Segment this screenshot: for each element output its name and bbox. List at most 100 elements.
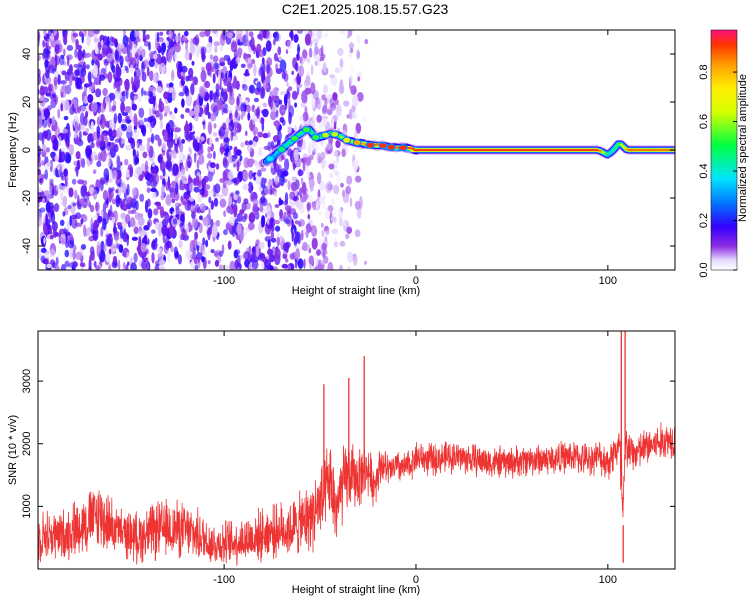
noise-speckle xyxy=(355,122,362,134)
noise-speckle xyxy=(118,161,122,168)
noise-speckle xyxy=(38,161,42,168)
noise-speckle xyxy=(124,158,129,166)
noise-speckle xyxy=(139,46,143,52)
noise-speckle xyxy=(77,64,84,77)
noise-speckle xyxy=(296,260,301,265)
noise-speckle xyxy=(146,198,151,207)
noise-speckle xyxy=(96,116,101,126)
noise-speckle xyxy=(286,40,291,47)
noise-speckle xyxy=(94,214,98,220)
noise-speckle xyxy=(279,91,287,96)
noise-speckle xyxy=(284,158,290,171)
noise-speckle xyxy=(329,74,335,79)
noise-speckle xyxy=(295,157,302,167)
noise-speckle xyxy=(282,242,290,252)
noise-speckle xyxy=(131,103,137,111)
noise-speckle xyxy=(129,64,134,74)
noise-speckle xyxy=(186,155,193,168)
noise-speckle xyxy=(147,208,153,219)
noise-speckle xyxy=(239,155,243,162)
track-segment xyxy=(273,151,279,156)
noise-speckle xyxy=(82,30,87,37)
noise-speckle xyxy=(75,39,79,48)
noise-speckle xyxy=(93,37,100,43)
spectrogram-y-tick-label: 40 xyxy=(21,48,33,60)
noise-speckle xyxy=(148,173,154,183)
noise-speckle xyxy=(185,132,193,141)
noise-speckle xyxy=(336,155,340,163)
noise-speckle xyxy=(111,198,116,205)
noise-speckle xyxy=(349,47,354,54)
noise-speckle xyxy=(80,267,84,270)
noise-speckle xyxy=(182,200,186,205)
noise-speckle xyxy=(288,182,292,188)
noise-speckle xyxy=(299,114,304,122)
noise-speckle xyxy=(216,99,223,111)
noise-speckle xyxy=(277,127,280,135)
noise-speckle xyxy=(133,84,137,93)
noise-speckle xyxy=(314,55,321,62)
noise-speckle xyxy=(49,248,56,258)
noise-speckle xyxy=(100,119,103,125)
noise-speckle xyxy=(38,216,42,227)
noise-speckle xyxy=(128,137,135,144)
noise-speckle xyxy=(96,138,100,149)
noise-speckle xyxy=(333,241,339,248)
noise-speckle xyxy=(274,175,279,185)
noise-speckle xyxy=(296,83,303,88)
noise-speckle xyxy=(210,249,215,254)
noise-speckle xyxy=(326,183,334,191)
noise-speckle xyxy=(151,106,156,115)
noise-speckle xyxy=(163,91,169,100)
noise-speckle xyxy=(252,114,256,126)
noise-speckle xyxy=(111,261,118,269)
noise-speckle xyxy=(141,260,148,270)
noise-speckle xyxy=(253,63,257,77)
noise-speckle xyxy=(268,246,271,257)
noise-speckle xyxy=(188,182,195,192)
noise-speckle xyxy=(242,183,249,191)
noise-speckle xyxy=(91,101,98,113)
noise-speckle xyxy=(182,154,186,161)
noise-speckle xyxy=(199,203,206,211)
noise-speckle xyxy=(100,240,105,252)
noise-speckle xyxy=(325,93,330,99)
noise-speckle xyxy=(289,253,295,260)
noise-speckle xyxy=(93,260,97,268)
noise-speckle xyxy=(115,91,122,100)
noise-speckle xyxy=(133,226,139,235)
noise-speckle xyxy=(233,127,237,138)
noise-speckle xyxy=(207,260,211,265)
noise-speckle xyxy=(265,40,272,52)
noise-speckle xyxy=(47,83,52,92)
noise-speckle xyxy=(103,244,107,252)
noise-speckle xyxy=(214,183,221,194)
noise-speckle xyxy=(112,247,116,253)
noise-speckle xyxy=(239,209,245,215)
noise-speckle xyxy=(258,241,265,250)
noise-speckle xyxy=(142,30,146,35)
noise-speckle xyxy=(148,59,155,68)
noise-speckle xyxy=(250,185,254,191)
noise-speckle xyxy=(130,262,137,270)
noise-speckle xyxy=(120,101,125,114)
noise-speckle xyxy=(297,30,304,34)
noise-speckle xyxy=(102,218,107,231)
noise-speckle xyxy=(90,151,98,161)
noise-speckle xyxy=(356,92,364,102)
noise-speckle xyxy=(128,38,133,51)
noise-speckle xyxy=(51,115,56,126)
noise-speckle xyxy=(64,99,70,111)
noise-speckle xyxy=(151,191,157,199)
noise-speckle xyxy=(281,263,288,269)
noise-speckle xyxy=(196,251,203,261)
noise-speckle xyxy=(315,200,319,211)
noise-speckle xyxy=(193,113,199,122)
colorbar-tick-label: 0.0 xyxy=(698,262,710,277)
noise-speckle xyxy=(214,46,218,53)
noise-speckle xyxy=(158,101,165,113)
noise-speckle xyxy=(251,260,259,270)
noise-speckle xyxy=(331,197,335,206)
noise-speckle xyxy=(131,209,137,214)
noise-speckle xyxy=(357,50,361,59)
